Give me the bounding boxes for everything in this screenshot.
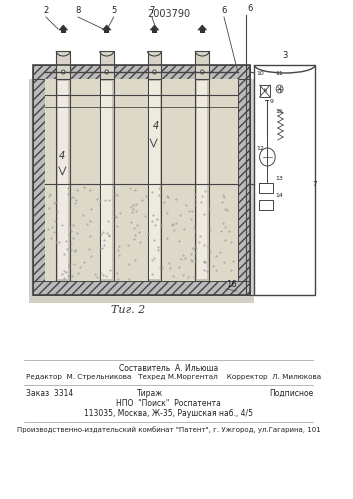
Text: 2003790: 2003790 (147, 9, 190, 19)
Bar (259, 200, 273, 210)
Circle shape (153, 70, 156, 74)
Bar (200, 30, 205, 33)
Bar (100, 79, 114, 281)
Text: Подписное: Подписное (269, 389, 313, 398)
Bar (255, 65, 315, 295)
Text: 16: 16 (226, 280, 237, 289)
Text: 11: 11 (275, 71, 283, 76)
Text: Производственно-издательский комбинат "Патент", г. Ужгород, ул.Гагарина, 101: Производственно-издательский комбинат "П… (17, 426, 320, 433)
Text: 7: 7 (149, 6, 155, 15)
Bar (195, 79, 209, 281)
Text: 6: 6 (247, 4, 253, 13)
Bar (45, 79, 238, 281)
Text: НПО  "Поиск"  Роспатента: НПО "Поиск" Роспатента (116, 399, 221, 408)
Text: 14: 14 (275, 193, 283, 198)
Bar (33, 65, 250, 79)
Bar (101, 81, 112, 279)
Text: 8: 8 (75, 6, 81, 15)
Bar (33, 65, 250, 295)
Polygon shape (150, 25, 159, 30)
Text: Редактор  М. Стрельникова   Техред М.Моргентал    Корректор  Л. Милюкова: Редактор М. Стрельникова Техред М.Морген… (26, 374, 321, 380)
Bar (33, 281, 250, 295)
Polygon shape (102, 25, 111, 30)
Bar (259, 183, 273, 193)
Text: Тираж: Тираж (137, 389, 163, 398)
Bar (58, 81, 68, 279)
Bar (148, 51, 161, 79)
Text: 15: 15 (275, 109, 283, 114)
Text: 9: 9 (270, 99, 274, 104)
Bar (56, 79, 70, 281)
Text: 10: 10 (256, 71, 264, 76)
Text: 2: 2 (43, 6, 48, 15)
Text: 5: 5 (111, 6, 116, 15)
Bar (104, 30, 109, 33)
Bar (56, 51, 70, 79)
Polygon shape (198, 25, 207, 30)
Text: 3: 3 (282, 51, 287, 60)
Text: Составитель  А. Ильюша: Составитель А. Ильюша (119, 364, 218, 373)
Polygon shape (59, 25, 68, 30)
Text: 6: 6 (221, 6, 227, 15)
Text: 4: 4 (59, 151, 66, 161)
Bar (33, 79, 45, 295)
Text: Τиг. 2: Τиг. 2 (111, 305, 145, 315)
Bar (238, 79, 250, 295)
Circle shape (61, 70, 65, 74)
Bar (152, 30, 157, 33)
Bar (100, 51, 114, 79)
Text: 113035, Москва, Ж-35, Раушская наб., 4/5: 113035, Москва, Ж-35, Раушская наб., 4/5 (84, 409, 253, 418)
Bar (195, 51, 209, 79)
Bar (61, 30, 66, 33)
Bar (29, 79, 255, 303)
Text: h: h (263, 88, 267, 93)
Circle shape (105, 70, 108, 74)
Bar (148, 79, 161, 281)
Circle shape (201, 70, 204, 74)
Text: 13: 13 (275, 176, 283, 181)
Bar (259, 85, 270, 97)
Text: Заказ  3314: Заказ 3314 (26, 389, 73, 398)
Text: 4: 4 (153, 121, 159, 131)
Text: 7: 7 (313, 181, 317, 187)
Text: 12: 12 (256, 146, 264, 151)
Bar (149, 81, 160, 279)
Bar (197, 81, 208, 279)
